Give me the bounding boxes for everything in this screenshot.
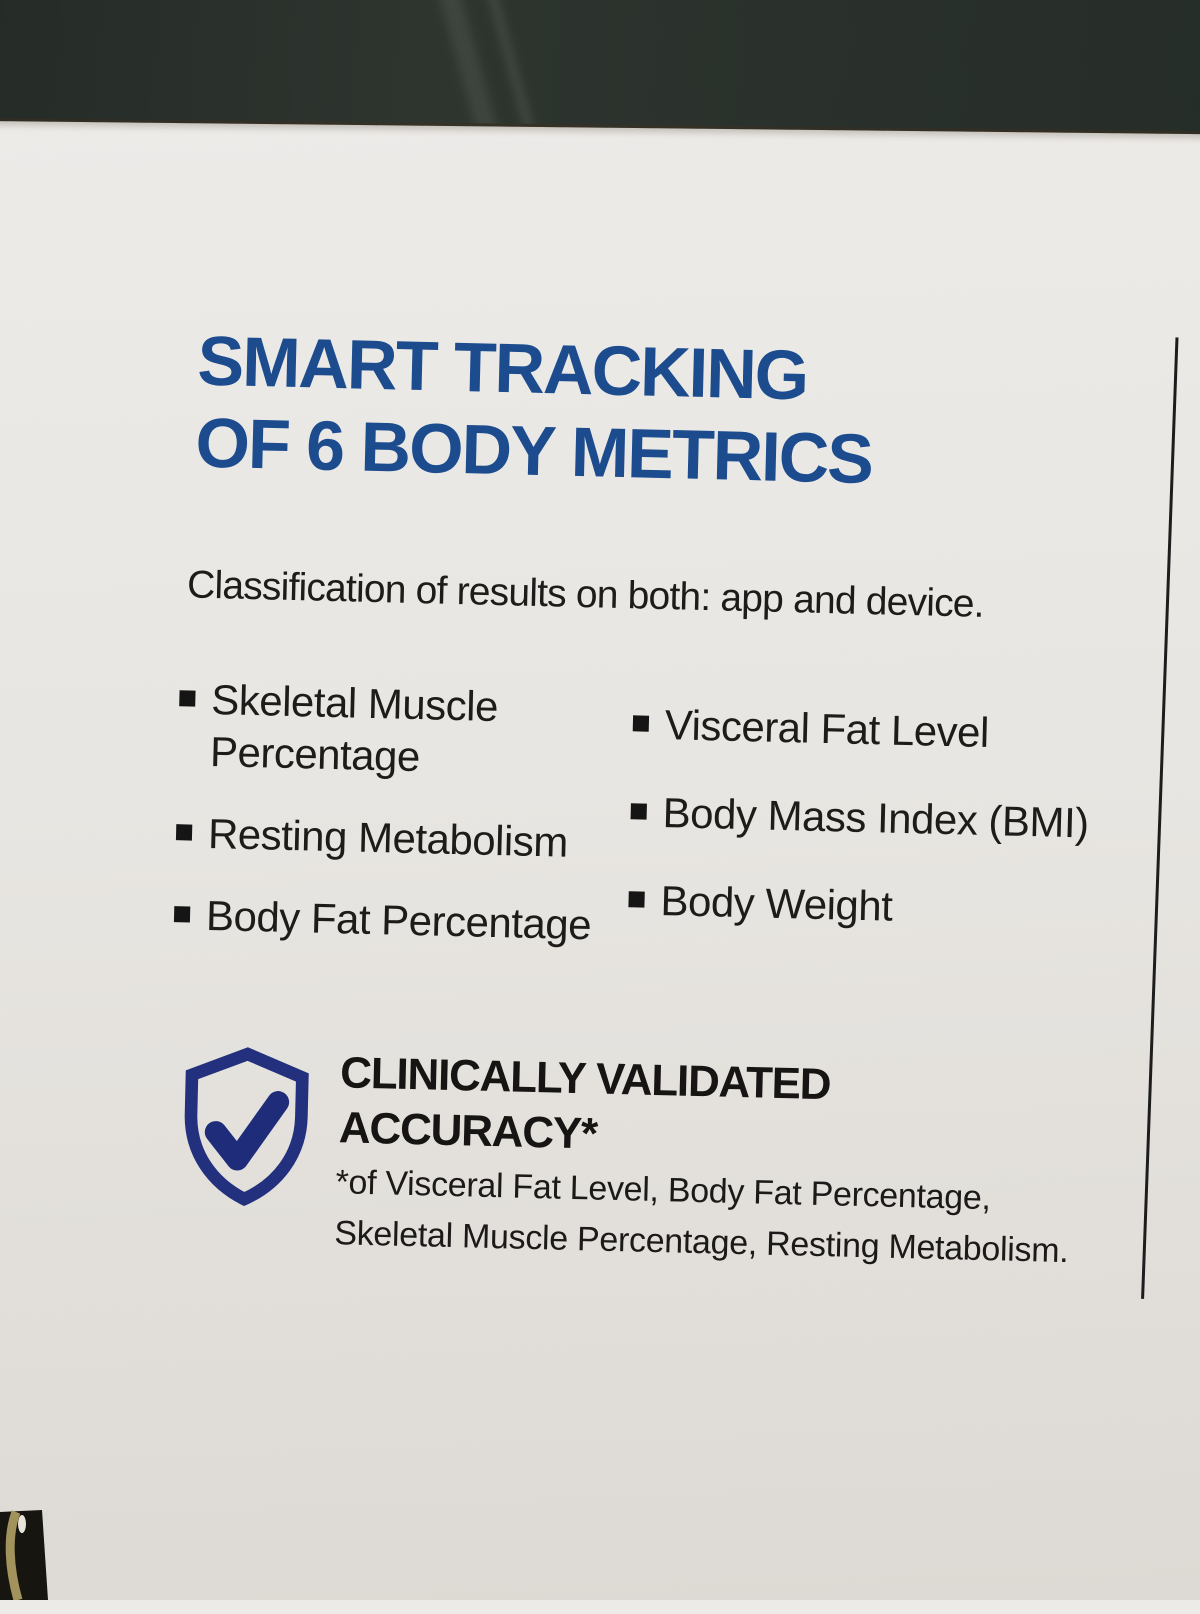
bullet-square-icon: [630, 803, 647, 820]
metrics-list-left: Skeletal Muscle Percentage Resting Metab…: [173, 673, 610, 981]
bullet-square-icon: [632, 715, 650, 732]
subtitle: Classification of results on both: app a…: [186, 563, 985, 626]
bullet-square-icon: [628, 891, 645, 908]
page-title: SMART TRACKING OF 6 BODY METRICS: [195, 320, 875, 500]
metric-label: Body Fat Percentage: [205, 891, 592, 949]
metric-label: Resting Metabolism: [207, 809, 569, 866]
metric-label: Visceral Fat Level: [664, 701, 990, 756]
metrics-list-right: Visceral Fat Level Body Mass Index (BMI)…: [627, 698, 1113, 974]
metric-label: Body Mass Index (BMI): [662, 789, 1090, 847]
bullet-square-icon: [175, 824, 193, 841]
metric-item: Skeletal Muscle Percentage: [177, 673, 609, 787]
metric-item: Resting Metabolism: [175, 807, 606, 869]
title-line-2: OF 6 BODY METRICS: [194, 403, 873, 499]
metric-item: Body Weight: [628, 874, 1109, 938]
metric-item: Visceral Fat Level: [632, 698, 1113, 762]
corner-object: [0, 1510, 50, 1605]
validation-footnote: *of Visceral Fat Level, Body Fat Percent…: [334, 1157, 1071, 1277]
bullet-square-icon: [173, 906, 191, 923]
metric-item: Body Mass Index (BMI): [630, 786, 1111, 850]
metric-label: Body Weight: [660, 877, 893, 930]
shield-check-icon: [165, 1041, 327, 1214]
metric-item: Body Fat Percentage: [173, 889, 604, 951]
bullet-square-icon: [179, 690, 196, 707]
vertical-divider-line: [1141, 337, 1179, 1299]
validation-heading: CLINICALLY VALIDATED ACCURACY*: [338, 1045, 831, 1167]
metric-label: Skeletal Muscle Percentage: [209, 676, 499, 781]
